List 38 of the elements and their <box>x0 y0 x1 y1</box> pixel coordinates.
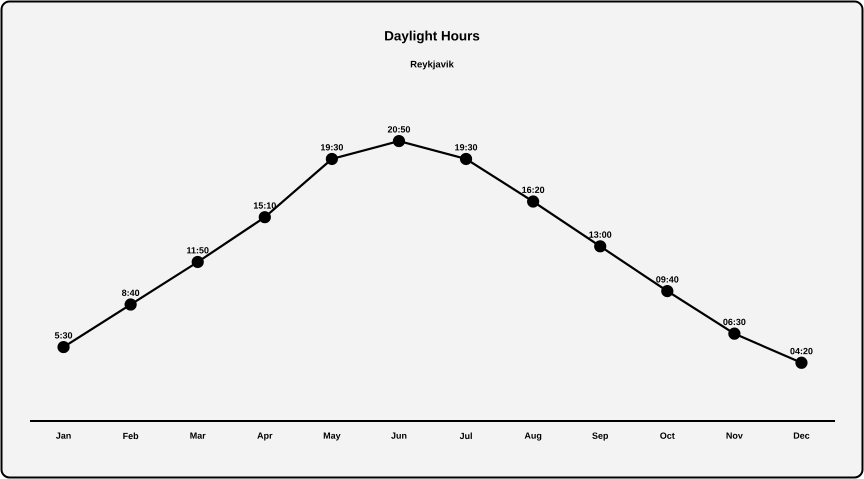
x-tick-label: Apr <box>257 432 272 441</box>
point <box>57 340 70 354</box>
point <box>326 152 338 166</box>
x-tick-label: Oct <box>660 432 675 439</box>
point <box>594 240 606 252</box>
data-label: 19:30 <box>320 144 343 150</box>
x-tick-label: May <box>324 432 341 441</box>
x-tick-label: Feb <box>123 432 138 440</box>
data-label: 09:40 <box>656 276 678 283</box>
data-label: 04:20 <box>790 348 813 354</box>
data-label: 20:50 <box>388 126 410 133</box>
data-label: 19:30 <box>455 144 478 150</box>
data-label: 11:50 <box>187 247 209 254</box>
point <box>795 356 808 369</box>
point <box>527 195 540 208</box>
point <box>258 211 271 224</box>
x-tick-label: Jan <box>56 432 71 439</box>
data-label: 16:20 <box>522 186 544 194</box>
point <box>192 256 204 268</box>
x-tick-label: Jun <box>391 432 406 439</box>
data-label: 15:10 <box>254 202 276 209</box>
x-tick-label: Nov <box>726 432 743 439</box>
point <box>460 152 472 166</box>
data-label: 06:30 <box>723 318 746 326</box>
point <box>392 134 406 148</box>
x-tick-label: Sep <box>592 432 608 441</box>
point <box>661 285 674 298</box>
point <box>728 328 740 340</box>
chart-subtitle: Reykjavik <box>410 60 454 70</box>
chart-title: Daylight Hours <box>385 30 480 44</box>
point <box>124 298 137 311</box>
data-label: 13:00 <box>589 231 612 238</box>
x-tick-label: Mar <box>190 432 206 439</box>
data-label: 5:30 <box>54 332 72 339</box>
data-label: 8:40 <box>122 290 140 296</box>
x-tick-label: Dec <box>794 432 810 439</box>
x-tick-label: Jul <box>460 432 472 440</box>
x-tick-label: Aug <box>524 432 542 441</box>
